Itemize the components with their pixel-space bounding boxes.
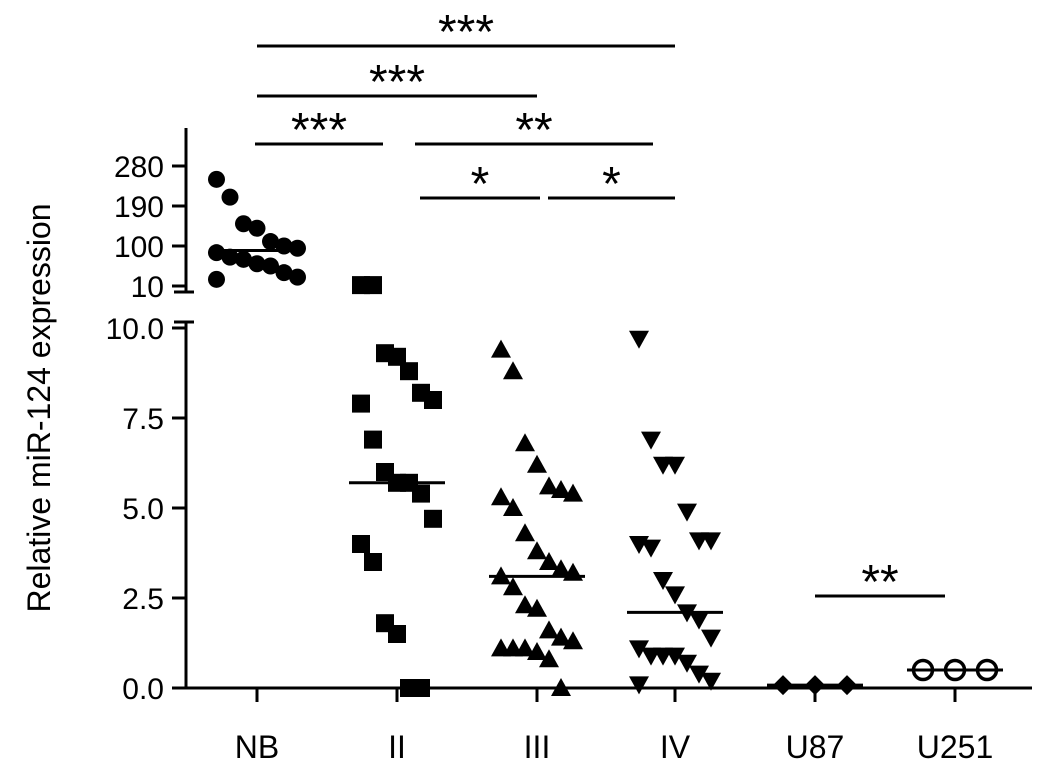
data-point	[515, 638, 535, 657]
x-ticks: NB II III IV U87 U251	[235, 688, 993, 765]
data-point	[352, 535, 370, 553]
data-point	[364, 553, 382, 571]
significance-label: ***	[291, 104, 347, 157]
data-point	[665, 586, 685, 605]
data-point	[262, 257, 279, 275]
data-point	[539, 552, 559, 570]
data-point	[551, 480, 571, 498]
data-point	[424, 391, 442, 409]
significance-label: *	[471, 158, 490, 211]
data-point	[235, 250, 252, 268]
data-point	[208, 170, 225, 188]
data-point	[491, 487, 511, 506]
data-point	[539, 649, 559, 668]
data-point	[412, 679, 430, 697]
data-point	[248, 219, 266, 237]
data-point	[539, 476, 559, 495]
y-ticks: 0.0 2.5 5.0 7.5 10.0 10 100 190 280	[106, 151, 186, 706]
data-point	[400, 362, 418, 381]
y-tick-label: 100	[114, 231, 164, 264]
data-point	[563, 631, 583, 650]
data-point	[352, 394, 370, 413]
data-point	[235, 215, 252, 233]
significance-label: ***	[369, 56, 425, 109]
data-point	[641, 431, 661, 450]
y-tick-label: 190	[114, 191, 164, 224]
significance-label: **	[515, 104, 552, 157]
x-tick-label: III	[524, 729, 551, 765]
data-points	[208, 170, 999, 697]
data-point	[515, 433, 535, 452]
data-point	[364, 276, 382, 295]
data-point	[289, 239, 306, 257]
y-tick-label: 2.5	[122, 583, 164, 616]
data-point	[563, 483, 583, 502]
data-point	[629, 640, 649, 659]
data-point	[527, 541, 547, 560]
significance-label: **	[861, 556, 898, 609]
data-point	[221, 188, 239, 206]
data-point	[677, 503, 697, 522]
x-tick-label: II	[388, 729, 406, 765]
data-point	[503, 577, 523, 596]
x-tick-label: U251	[917, 729, 994, 765]
data-point	[289, 268, 306, 286]
data-point	[665, 647, 685, 666]
median-lines	[209, 248, 1003, 687]
data-point	[262, 233, 279, 251]
data-point	[551, 559, 571, 578]
data-point	[527, 642, 547, 660]
y-tick-label: 7.5	[122, 403, 164, 436]
y-tick-label: 10.0	[106, 313, 164, 346]
data-point	[527, 454, 547, 473]
significance-label: ***	[438, 6, 494, 59]
significance-brackets: ********* *** ***	[255, 6, 945, 609]
data-point	[629, 676, 649, 695]
y-tick-label: 5.0	[122, 493, 164, 526]
data-point	[208, 244, 225, 262]
x-tick-label: NB	[235, 729, 279, 765]
axes	[174, 128, 1032, 690]
data-point	[503, 361, 523, 380]
data-point	[364, 430, 382, 449]
data-point	[551, 627, 571, 646]
significance-label: *	[602, 158, 621, 211]
data-point	[701, 532, 721, 551]
data-point	[424, 509, 442, 528]
data-point	[701, 629, 721, 648]
data-point	[641, 539, 661, 558]
y-tick-label: 0.0	[122, 673, 164, 706]
data-point	[629, 330, 649, 349]
data-point	[275, 264, 293, 282]
x-tick-label: U87	[786, 729, 845, 765]
data-point	[491, 339, 511, 358]
data-point	[248, 255, 266, 273]
y-axis-label: Relative miR-124 expression	[21, 203, 57, 612]
y-tick-label: 280	[114, 151, 164, 184]
data-point	[412, 484, 430, 503]
data-point	[653, 572, 673, 590]
data-point	[221, 248, 239, 266]
data-point	[388, 625, 406, 643]
y-tick-label: 10	[131, 271, 164, 304]
data-point	[689, 611, 709, 630]
data-point	[677, 654, 697, 673]
data-point	[539, 620, 559, 639]
data-point	[515, 595, 535, 614]
data-point	[551, 678, 571, 696]
data-point	[701, 672, 721, 691]
data-point	[388, 347, 406, 366]
data-point	[527, 598, 547, 617]
data-point	[689, 665, 709, 684]
data-point	[515, 523, 535, 542]
data-point	[503, 498, 523, 516]
data-point	[665, 456, 685, 475]
data-point	[208, 270, 225, 288]
x-tick-label: IV	[660, 729, 691, 765]
